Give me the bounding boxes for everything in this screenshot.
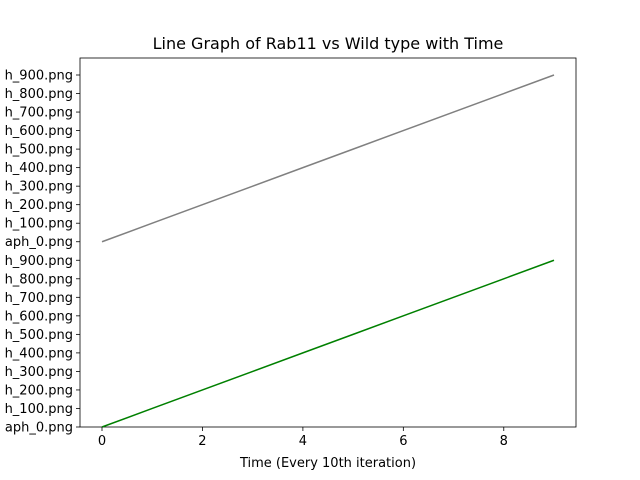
y-tick-label: aph_0.png xyxy=(5,235,73,250)
y-tick-label: aph_0.png xyxy=(5,421,73,436)
series-line-0 xyxy=(101,259,555,428)
y-tick-label: h_100.png xyxy=(5,217,73,232)
chart-title: Line Graph of Rab11 vs Wild type with Ti… xyxy=(153,34,504,53)
plot-area xyxy=(79,57,577,428)
y-tick-label: h_300.png xyxy=(5,180,73,195)
y-tick-label: h_500.png xyxy=(5,328,73,343)
y-tick-label: h_800.png xyxy=(5,272,73,287)
y-tick-label: h_500.png xyxy=(5,143,73,158)
y-tick-label: h_400.png xyxy=(5,346,73,361)
y-tick-label: h_300.png xyxy=(5,365,73,380)
y-tick-label: h_900.png xyxy=(5,254,73,269)
y-tick-label: h_700.png xyxy=(5,291,73,306)
x-tick-label: 4 xyxy=(299,434,307,449)
y-tick-label: h_200.png xyxy=(5,198,73,213)
x-tick-label: 2 xyxy=(198,434,206,449)
x-axis: 0 2 4 6 8 xyxy=(98,427,508,449)
y-tick-label: h_600.png xyxy=(5,309,73,324)
x-tick-label: 6 xyxy=(399,434,407,449)
series-line-1 xyxy=(101,74,555,243)
y-tick-label: h_400.png xyxy=(5,161,73,176)
y-tick-label: h_200.png xyxy=(5,383,73,398)
y-tick-label: h_600.png xyxy=(5,124,73,139)
y-tick-label: h_100.png xyxy=(5,402,73,417)
y-tick-label: h_700.png xyxy=(5,106,73,121)
x-tick-label: 8 xyxy=(500,434,508,449)
y-tick-label: h_800.png xyxy=(5,87,73,102)
series-layer xyxy=(101,74,555,428)
x-axis-label: Time (Every 10th iteration) xyxy=(239,456,416,471)
y-axis: aph_0.png h_100.png h_200.png h_300.png h_40… xyxy=(5,69,80,436)
y-tick-label: h_900.png xyxy=(5,69,73,84)
plot-frame xyxy=(79,57,577,428)
x-tick-label: 0 xyxy=(98,434,106,449)
